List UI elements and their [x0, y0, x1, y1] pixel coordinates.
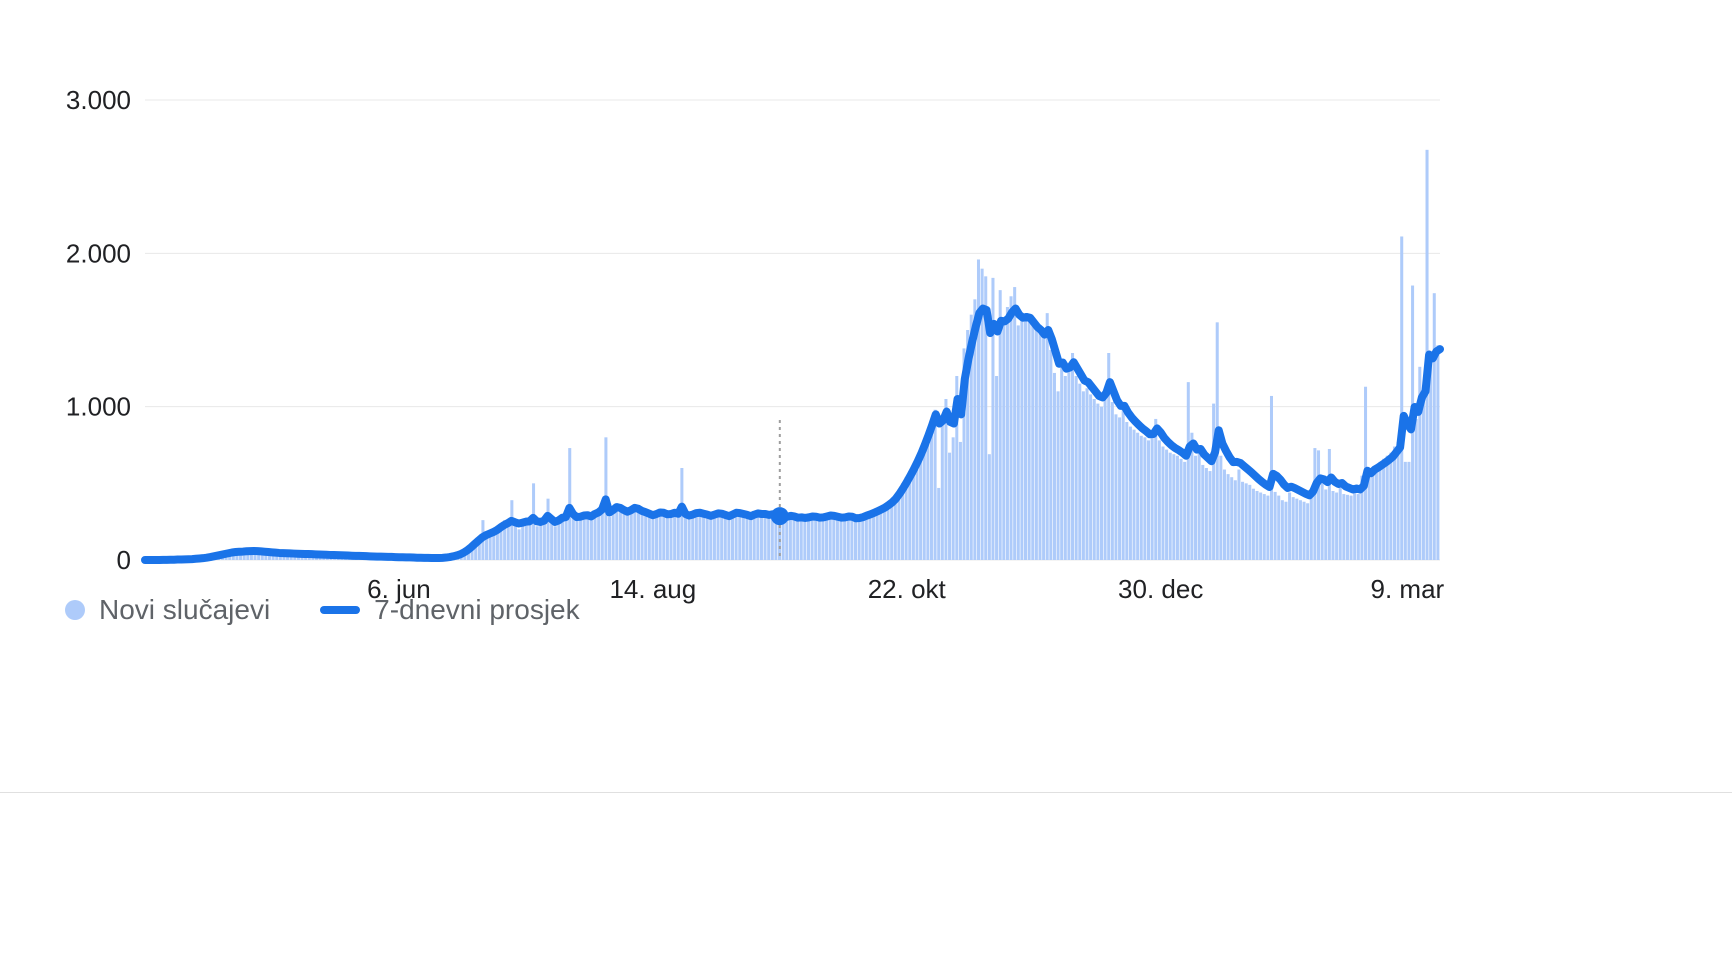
legend-dot-icon — [65, 600, 85, 620]
svg-text:14. aug: 14. aug — [609, 574, 696, 604]
cases-chart: 01.0002.0003.0006. jun14. aug22. okt30. … — [0, 0, 1732, 974]
legend-label: 7-dnevni prosjek — [374, 594, 579, 626]
legend-label: Novi slučajevi — [99, 594, 270, 626]
svg-text:1.000: 1.000 — [66, 392, 131, 422]
svg-text:3.000: 3.000 — [66, 85, 131, 115]
svg-text:9. mar: 9. mar — [1371, 574, 1445, 604]
legend-item: Novi slučajevi — [65, 594, 270, 626]
svg-text:2.000: 2.000 — [66, 238, 131, 268]
bottom-divider — [0, 792, 1732, 793]
legend-line-icon — [320, 606, 360, 614]
svg-text:30. dec: 30. dec — [1118, 574, 1203, 604]
legend-item: 7-dnevni prosjek — [320, 594, 579, 626]
legend: Novi slučajevi 7-dnevni prosjek — [65, 594, 580, 626]
svg-text:0: 0 — [117, 545, 131, 575]
svg-text:22. okt: 22. okt — [868, 574, 947, 604]
